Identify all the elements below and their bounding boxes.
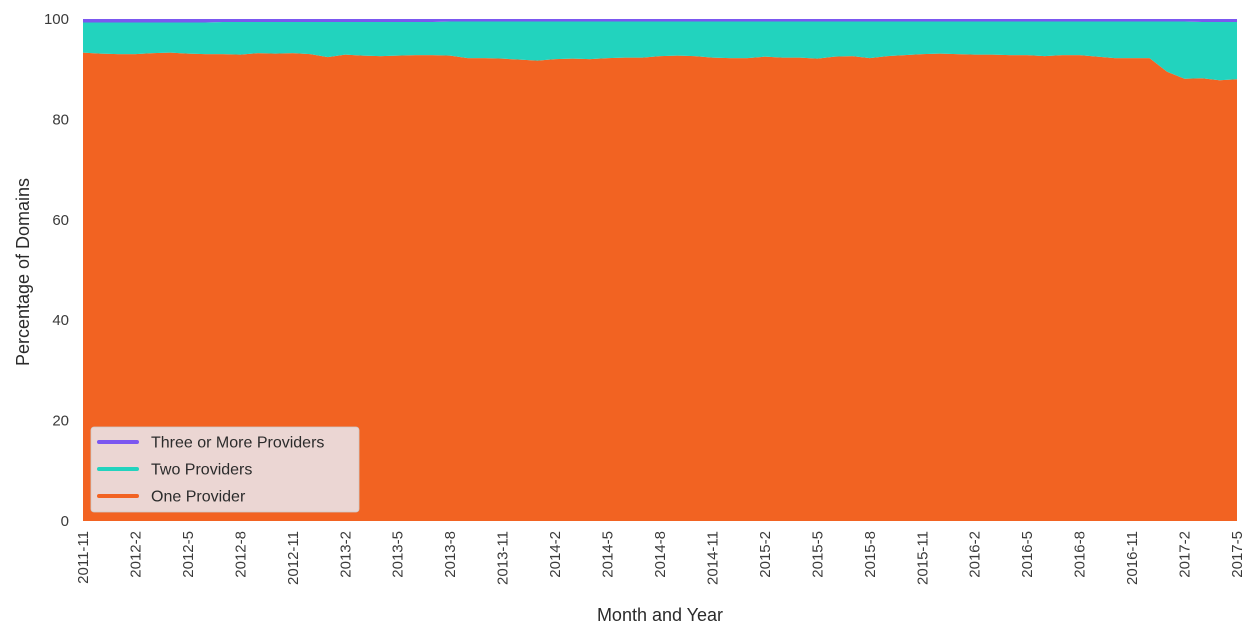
x-tick-label: 2013-2 bbox=[337, 531, 354, 578]
y-tick-label: 80 bbox=[52, 111, 69, 128]
x-tick-label: 2017-5 bbox=[1229, 531, 1243, 578]
y-tick-label: 60 bbox=[52, 212, 69, 229]
x-tick-label: 2012-11 bbox=[285, 531, 302, 585]
y-axis-title: Percentage of Domains bbox=[13, 178, 33, 366]
legend-label-three-or-more-providers: Three or More Providers bbox=[151, 435, 324, 452]
x-tick-label: 2013-5 bbox=[390, 531, 407, 578]
x-tick-label: 2015-8 bbox=[862, 531, 879, 578]
x-tick-label: 2016-2 bbox=[967, 531, 984, 578]
x-tick-label: 2013-11 bbox=[495, 531, 512, 585]
legend-box bbox=[90, 426, 360, 513]
y-axis: 0 20 40 60 80 100 bbox=[44, 11, 69, 530]
x-tick-label: 2013-8 bbox=[442, 531, 459, 578]
y-tick-label: 40 bbox=[52, 312, 69, 329]
x-tick-label: 2016-11 bbox=[1124, 531, 1141, 585]
x-tick-label: 2014-5 bbox=[600, 531, 617, 578]
x-tick-label: 2012-5 bbox=[180, 531, 197, 578]
legend-label-one-provider: One Provider bbox=[151, 489, 246, 506]
x-tick-label: 2015-2 bbox=[757, 531, 774, 578]
y-tick-label: 100 bbox=[44, 11, 69, 28]
y-tick-label: 20 bbox=[52, 413, 69, 430]
area-three-or-more-providers bbox=[83, 19, 1237, 23]
x-tick-label: 2014-2 bbox=[547, 531, 564, 578]
x-tick-label: 2014-8 bbox=[652, 531, 669, 578]
x-axis-title: Month and Year bbox=[597, 605, 723, 625]
x-axis: 2011-11 2012-2 2012-5 2012-8 2012-11 2013-2 20… bbox=[75, 531, 1243, 585]
legend-label-two-providers: Two Providers bbox=[151, 462, 252, 479]
x-tick-label: 2016-8 bbox=[1072, 531, 1089, 578]
area-two-providers bbox=[83, 21, 1237, 81]
x-tick-label: 2015-5 bbox=[809, 531, 826, 578]
plot-area bbox=[83, 19, 1237, 521]
area-one-provider bbox=[83, 52, 1237, 521]
x-tick-label: 2012-2 bbox=[128, 531, 145, 578]
x-tick-label: 2011-11 bbox=[75, 531, 92, 584]
legend: Three or More Providers Two Providers One … bbox=[90, 426, 360, 513]
x-tick-label: 2015-11 bbox=[914, 531, 931, 585]
x-tick-label: 2012-8 bbox=[232, 531, 249, 578]
x-tick-label: 2014-11 bbox=[705, 531, 722, 585]
y-tick-label: 0 bbox=[61, 513, 69, 530]
x-tick-label: 2016-5 bbox=[1019, 531, 1036, 578]
x-tick-label: 2017-2 bbox=[1177, 531, 1194, 578]
